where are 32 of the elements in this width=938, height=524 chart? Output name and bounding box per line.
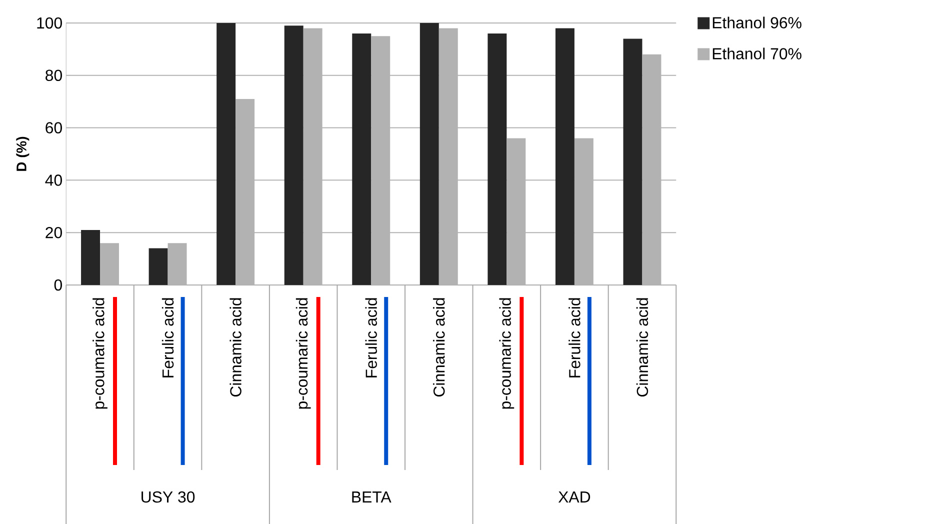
y-axis-title: D (%)	[16, 136, 30, 171]
bar	[623, 38, 642, 285]
bar	[352, 33, 372, 285]
bar	[100, 243, 119, 285]
y-tick-label: 80	[46, 70, 62, 82]
bar	[420, 22, 439, 285]
bar	[488, 33, 507, 285]
y-tick-label: 60	[46, 122, 62, 134]
bar	[284, 26, 304, 285]
x-tick-label: Ferulic acid	[162, 298, 174, 378]
x-tick-label: p-coumaric acid	[92, 298, 108, 409]
legend-label: Ethanol 96%	[712, 16, 802, 28]
x-tick-label: Cinnamic acid	[230, 298, 242, 396]
y-tick-label: 40	[45, 174, 62, 186]
x-tick-label: Cinnamic acid	[636, 298, 648, 396]
y-tick-label: 0	[54, 279, 62, 291]
bar	[216, 22, 236, 285]
bar	[168, 243, 187, 285]
x-tick-label: p-coumaric acid	[296, 298, 311, 409]
x-tick-label: p-coumaric acid	[499, 298, 514, 409]
text: USY 30	[142, 491, 195, 503]
x-tick-label: Ferulic acid	[568, 298, 580, 378]
text: XAD	[558, 492, 590, 502]
bar	[555, 28, 574, 285]
bar	[81, 230, 100, 285]
bar	[148, 248, 168, 285]
text: BETA	[352, 492, 392, 502]
x-tick-label: Cinnamic acid	[433, 298, 445, 396]
y-tick-label: 20	[46, 226, 62, 238]
legend-label: Ethanol 70%	[712, 48, 802, 60]
x-tick-label: Ferulic acid	[365, 298, 377, 378]
y-tick-label: 100	[37, 17, 62, 29]
